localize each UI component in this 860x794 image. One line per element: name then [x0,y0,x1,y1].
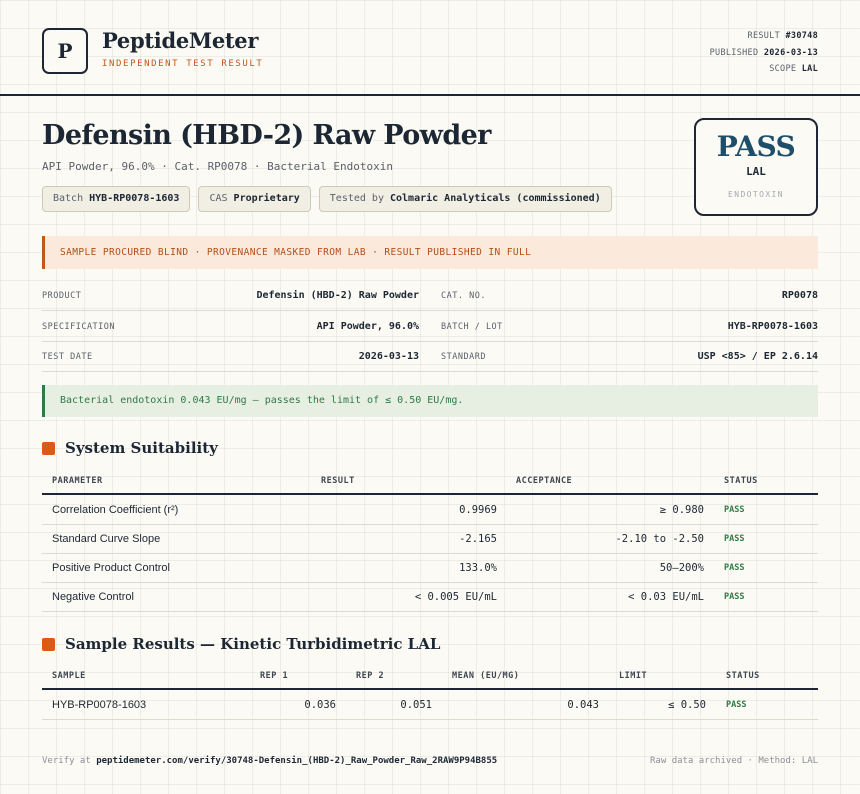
result-cell: -2.165 [459,533,497,545]
cat-label: CAT. NO. [441,291,486,301]
mean-cell: 0.043 [567,699,599,711]
verdict-banner: Bacterial endotoxin 0.043 EU/mg — passes… [42,385,818,417]
column-header: ACCEPTANCE [516,476,573,486]
published-date: PUBLISHED 2026-03-13 [709,47,818,58]
pass-word: PASS [716,130,796,163]
footer-note: Raw data archived · Method: LAL [650,756,818,766]
acceptance-cell: < 0.03 EU/mL [628,591,704,603]
table-row: Positive Product Control 133.0% 50–200% … [42,554,818,583]
parameter-cell: Correlation Coefficient (r²) [52,504,179,516]
date-value: 2026-03-13 [358,351,419,362]
parameter-cell: Standard Curve Slope [52,533,161,545]
product-value: Defensin (HBD-2) Raw Powder [256,290,419,301]
brand-tagline: INDEPENDENT TEST RESULT [102,59,264,69]
column-header: RESULT [321,476,355,486]
standard-value: USP <85> / EP 2.6.14 [697,351,818,362]
footer: Verify at peptidemeter.com/verify/30748-… [42,756,818,766]
acceptance-cell: -2.10 to -2.50 [615,533,704,545]
sample-results-heading: Sample Results — Kinetic Turbidimetric L… [42,635,440,653]
column-header: REP 2 [356,671,385,681]
rep2-cell: 0.051 [400,699,432,711]
info-row: SPECIFICATION API Powder, 96.0% BATCH / … [42,312,818,342]
column-header: MEAN (EU/MG) [452,671,520,681]
section-marker-icon [42,441,55,455]
batch-chip: Batch HYB-RP0078-1603 [42,186,191,212]
acceptance-cell: ≥ 0.980 [659,504,704,516]
status-badge: PASS [726,700,747,710]
info-row: TEST DATE 2026-03-13 STANDARD USP <85> /… [42,342,818,372]
table-row: Standard Curve Slope -2.165 -2.10 to -2.… [42,525,818,554]
result-cell: 0.9969 [459,504,497,516]
batch-value: HYB-RP0078-1603 [727,321,818,332]
tested-by-chip: Tested by Colmaric Analyticals (commissi… [318,186,612,212]
product-label: PRODUCT [42,291,82,301]
spec-value: API Powder, 96.0% [316,321,419,332]
status-badge: PASS [724,563,745,573]
cas-chip: CAS Proprietary [198,186,311,212]
logo: P [42,28,88,74]
column-header: STATUS [726,671,760,681]
column-header: SAMPLE [52,671,86,681]
column-header: LIMIT [619,671,648,681]
page-subtitle: API Powder, 96.0% · Cat. RP0078 · Bacter… [42,160,393,173]
info-row: PRODUCT Defensin (HBD-2) Raw Powder CAT.… [42,281,818,311]
verify-prefix: Verify at [42,756,91,766]
column-header: STATUS [724,476,758,486]
status-badge: PASS [724,592,745,602]
parameter-cell: Negative Control [52,591,134,603]
pass-method: LAL [746,165,766,178]
column-header: REP 1 [260,671,289,681]
cat-value: RP0078 [781,290,818,301]
suitability-heading: System Suitability [42,439,218,457]
report-meta: RESULT #30748 PUBLISHED 2026-03-13 SCOPE… [710,28,818,78]
pass-badge: PASS LAL ENDOTOXIN [694,118,818,216]
column-header: PARAMETER [52,476,103,486]
brand-name: PeptideMeter [102,28,259,53]
status-badge: PASS [724,505,745,515]
result-number: RESULT #30748 [747,31,818,41]
scope: SCOPE LAL [769,64,818,74]
parameter-cell: Positive Product Control [52,562,170,574]
batch-label: BATCH / LOT [441,322,503,332]
spec-label: SPECIFICATION [42,322,116,332]
procurement-notice: SAMPLE PROCURED BLIND · PROVENANCE MASKE… [42,236,818,269]
table-row: Negative Control < 0.005 EU/mL < 0.03 EU… [42,583,818,612]
pass-category: ENDOTOXIN [728,190,784,199]
chip-row: Batch HYB-RP0078-1603 CAS Proprietary Te… [42,186,612,212]
page-title: Defensin (HBD-2) Raw Powder [42,120,491,151]
rep1-cell: 0.036 [304,699,336,711]
limit-cell: ≤ 0.50 [668,699,706,711]
status-badge: PASS [724,534,745,544]
result-cell: < 0.005 EU/mL [414,591,497,603]
report-header: P PeptideMeter INDEPENDENT TEST RESULT R… [0,0,860,96]
sample-cell: HYB-RP0078-1603 [52,699,147,711]
samples-table-header: SAMPLE REP 1 REP 2 MEAN (EU/MG) LIMIT ST… [42,662,818,690]
table-row: HYB-RP0078-1603 0.036 0.051 0.043 ≤ 0.50… [42,691,818,720]
section-title: System Suitability [65,439,218,457]
date-label: TEST DATE [42,352,93,362]
standard-label: STANDARD [441,352,486,362]
section-marker-icon [42,637,55,651]
table-row: Correlation Coefficient (r²) 0.9969 ≥ 0.… [42,496,818,525]
suitability-table-header: PARAMETER RESULT ACCEPTANCE STATUS [42,467,818,495]
acceptance-cell: 50–200% [659,562,704,574]
result-cell: 133.0% [459,562,497,574]
verify-link[interactable]: peptidemeter.com/verify/30748-Defensin_(… [96,756,498,766]
section-title: Sample Results — Kinetic Turbidimetric L… [65,635,441,653]
